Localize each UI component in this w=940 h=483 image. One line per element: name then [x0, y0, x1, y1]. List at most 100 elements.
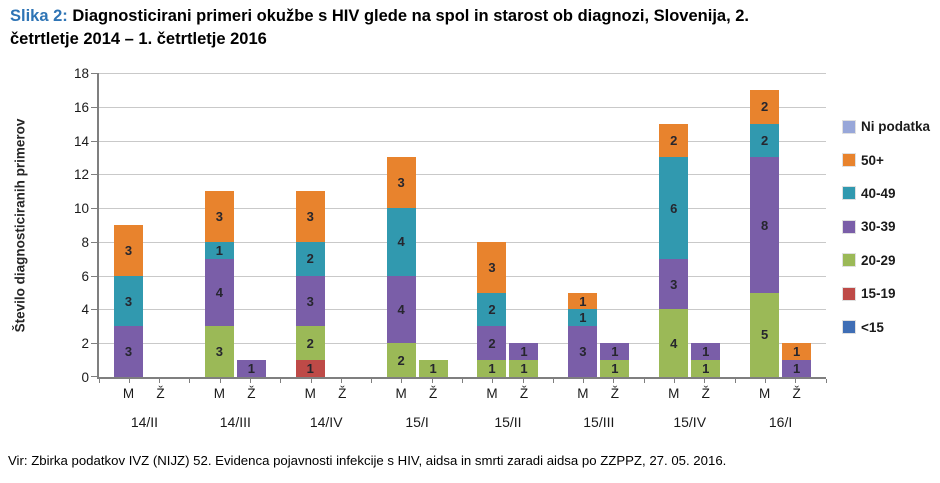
x-axis-tick: [219, 379, 221, 383]
bar-15/II-M: 1 2 2 3: [477, 241, 507, 377]
y-axis-tick: [91, 241, 97, 243]
x-category-label: 15/IV: [673, 414, 707, 430]
bar-segment-label: 1: [247, 361, 255, 377]
bar-segment: 3: [204, 326, 234, 377]
bar-segment-label: 1: [520, 361, 528, 377]
legend-swatch-icon: [842, 153, 856, 168]
legend-swatch-icon: [842, 219, 856, 234]
x-category-label: 15/II: [494, 414, 522, 430]
bar-segment-label: 3: [124, 344, 133, 360]
x-category-label: 15/III: [583, 414, 615, 430]
bar-segment-label: 1: [520, 344, 528, 360]
x-sublabel: M: [122, 386, 135, 401]
bar-segment-label: 3: [124, 293, 133, 309]
gridline: [99, 174, 826, 176]
bar-segment-label: 4: [397, 234, 405, 250]
bar-segment: 1: [782, 360, 812, 377]
x-axis-tick: [462, 379, 463, 383]
bar-15/IV-M: 4 3 6 2: [659, 123, 689, 377]
bar-segment: 8: [750, 157, 780, 293]
y-axis-tick: [91, 73, 97, 74]
y-tick-label: 2: [81, 336, 89, 352]
y-axis-tick: [91, 140, 97, 142]
y-axis-tick: [91, 275, 97, 277]
bar-segment: 3: [477, 241, 507, 293]
legend-label: 30-39: [861, 219, 896, 235]
bar-segment: 3: [568, 326, 598, 377]
figure-title-line2: četrtletje 2014 – 1. četrtletje 2016: [10, 30, 267, 48]
legend-item: 30-39: [842, 210, 930, 243]
bar-14/III-Ž: 1: [236, 360, 266, 377]
y-tick-label: 4: [81, 302, 89, 318]
bar-segment-label: 4: [397, 301, 405, 317]
bar-segment: 2: [750, 123, 780, 158]
bar-segment-label: 2: [397, 352, 405, 368]
legend-label: 15-19: [861, 286, 896, 302]
figure-title-line1: Diagnosticirani primeri okužbe s HIV gle…: [67, 7, 750, 25]
x-category-label: 15/I: [405, 414, 429, 430]
bar-segment: 5: [750, 292, 780, 377]
x-axis-tick: [825, 379, 827, 383]
x-axis-tick: [340, 379, 342, 383]
y-tick-label: 10: [73, 201, 89, 217]
x-axis-tick: [280, 379, 282, 383]
bar-segment-label: 1: [792, 361, 801, 377]
bar-segment: 4: [659, 309, 689, 377]
bar-segment-label: 3: [215, 344, 223, 360]
bar-segment-label: 1: [702, 344, 710, 360]
gridline: [99, 73, 826, 74]
bar-segment: 4: [386, 275, 416, 344]
x-axis-tick: [704, 379, 706, 383]
x-axis-tick: [98, 379, 100, 383]
bar-segment-label: 2: [488, 335, 496, 351]
bar-segment: 1: [568, 292, 598, 310]
plot-area: 0 2 4 6 8 10 12 14 16 18 3 3 3 M Ž 14/II 3 4 1 3 M 1 Ž 14/III 1 2…: [74, 66, 827, 430]
gridline: [99, 241, 826, 243]
bar-segment: 1: [691, 360, 721, 377]
x-category-label: 14/II: [130, 414, 159, 430]
bar-segment: 1: [418, 360, 448, 377]
x-sublabel: Ž: [428, 386, 438, 401]
bar-segment-label: 1: [215, 242, 223, 258]
bar-segment-label: 1: [611, 344, 619, 360]
x-axis-tick: [583, 379, 585, 383]
x-axis-tick: [522, 379, 524, 383]
bar-segment: 3: [113, 225, 143, 276]
bar-segment: 3: [204, 191, 234, 242]
legend-swatch-icon: [842, 119, 856, 134]
legend: Ni podatka 50+ 40-49 30-39 20-29 15-19 <15: [842, 110, 930, 344]
bar-segment: 2: [659, 123, 689, 158]
y-axis-tick: [91, 343, 97, 345]
bar-segment-label: 2: [760, 99, 769, 115]
bar-segment-label: 1: [611, 361, 619, 377]
x-axis-tick: [401, 379, 403, 383]
bar-segment: 2: [477, 292, 507, 327]
bar-segment: 6: [659, 157, 689, 259]
y-axis-tick: [91, 106, 97, 108]
legend-swatch-icon: [842, 186, 856, 201]
bar-14/II-M: 3 3 3: [113, 225, 143, 377]
x-sublabel: M: [758, 386, 771, 401]
bar-segment-label: 2: [760, 133, 769, 149]
y-tick-label: 12: [73, 167, 89, 183]
x-axis-tick: [189, 379, 191, 383]
bar-segment: 3: [659, 258, 689, 310]
x-sublabel: Ž: [247, 386, 256, 401]
bar-15/I-M: 2 4 4 3: [386, 157, 416, 377]
y-axis-tick: [91, 208, 97, 210]
bar-segment: 1: [568, 309, 598, 327]
figure-label: Slika 2:: [10, 7, 68, 25]
legend-item: 40-49: [842, 177, 930, 210]
x-axis-tick: [431, 379, 433, 383]
x-axis-tick: [613, 379, 615, 383]
y-axis-tick: [91, 174, 97, 176]
x-axis-tick: [371, 379, 373, 383]
x-sublabel: Ž: [610, 386, 619, 401]
bar-segment-label: 2: [488, 301, 496, 317]
x-axis-tick: [734, 379, 736, 383]
gridline: [99, 275, 826, 277]
